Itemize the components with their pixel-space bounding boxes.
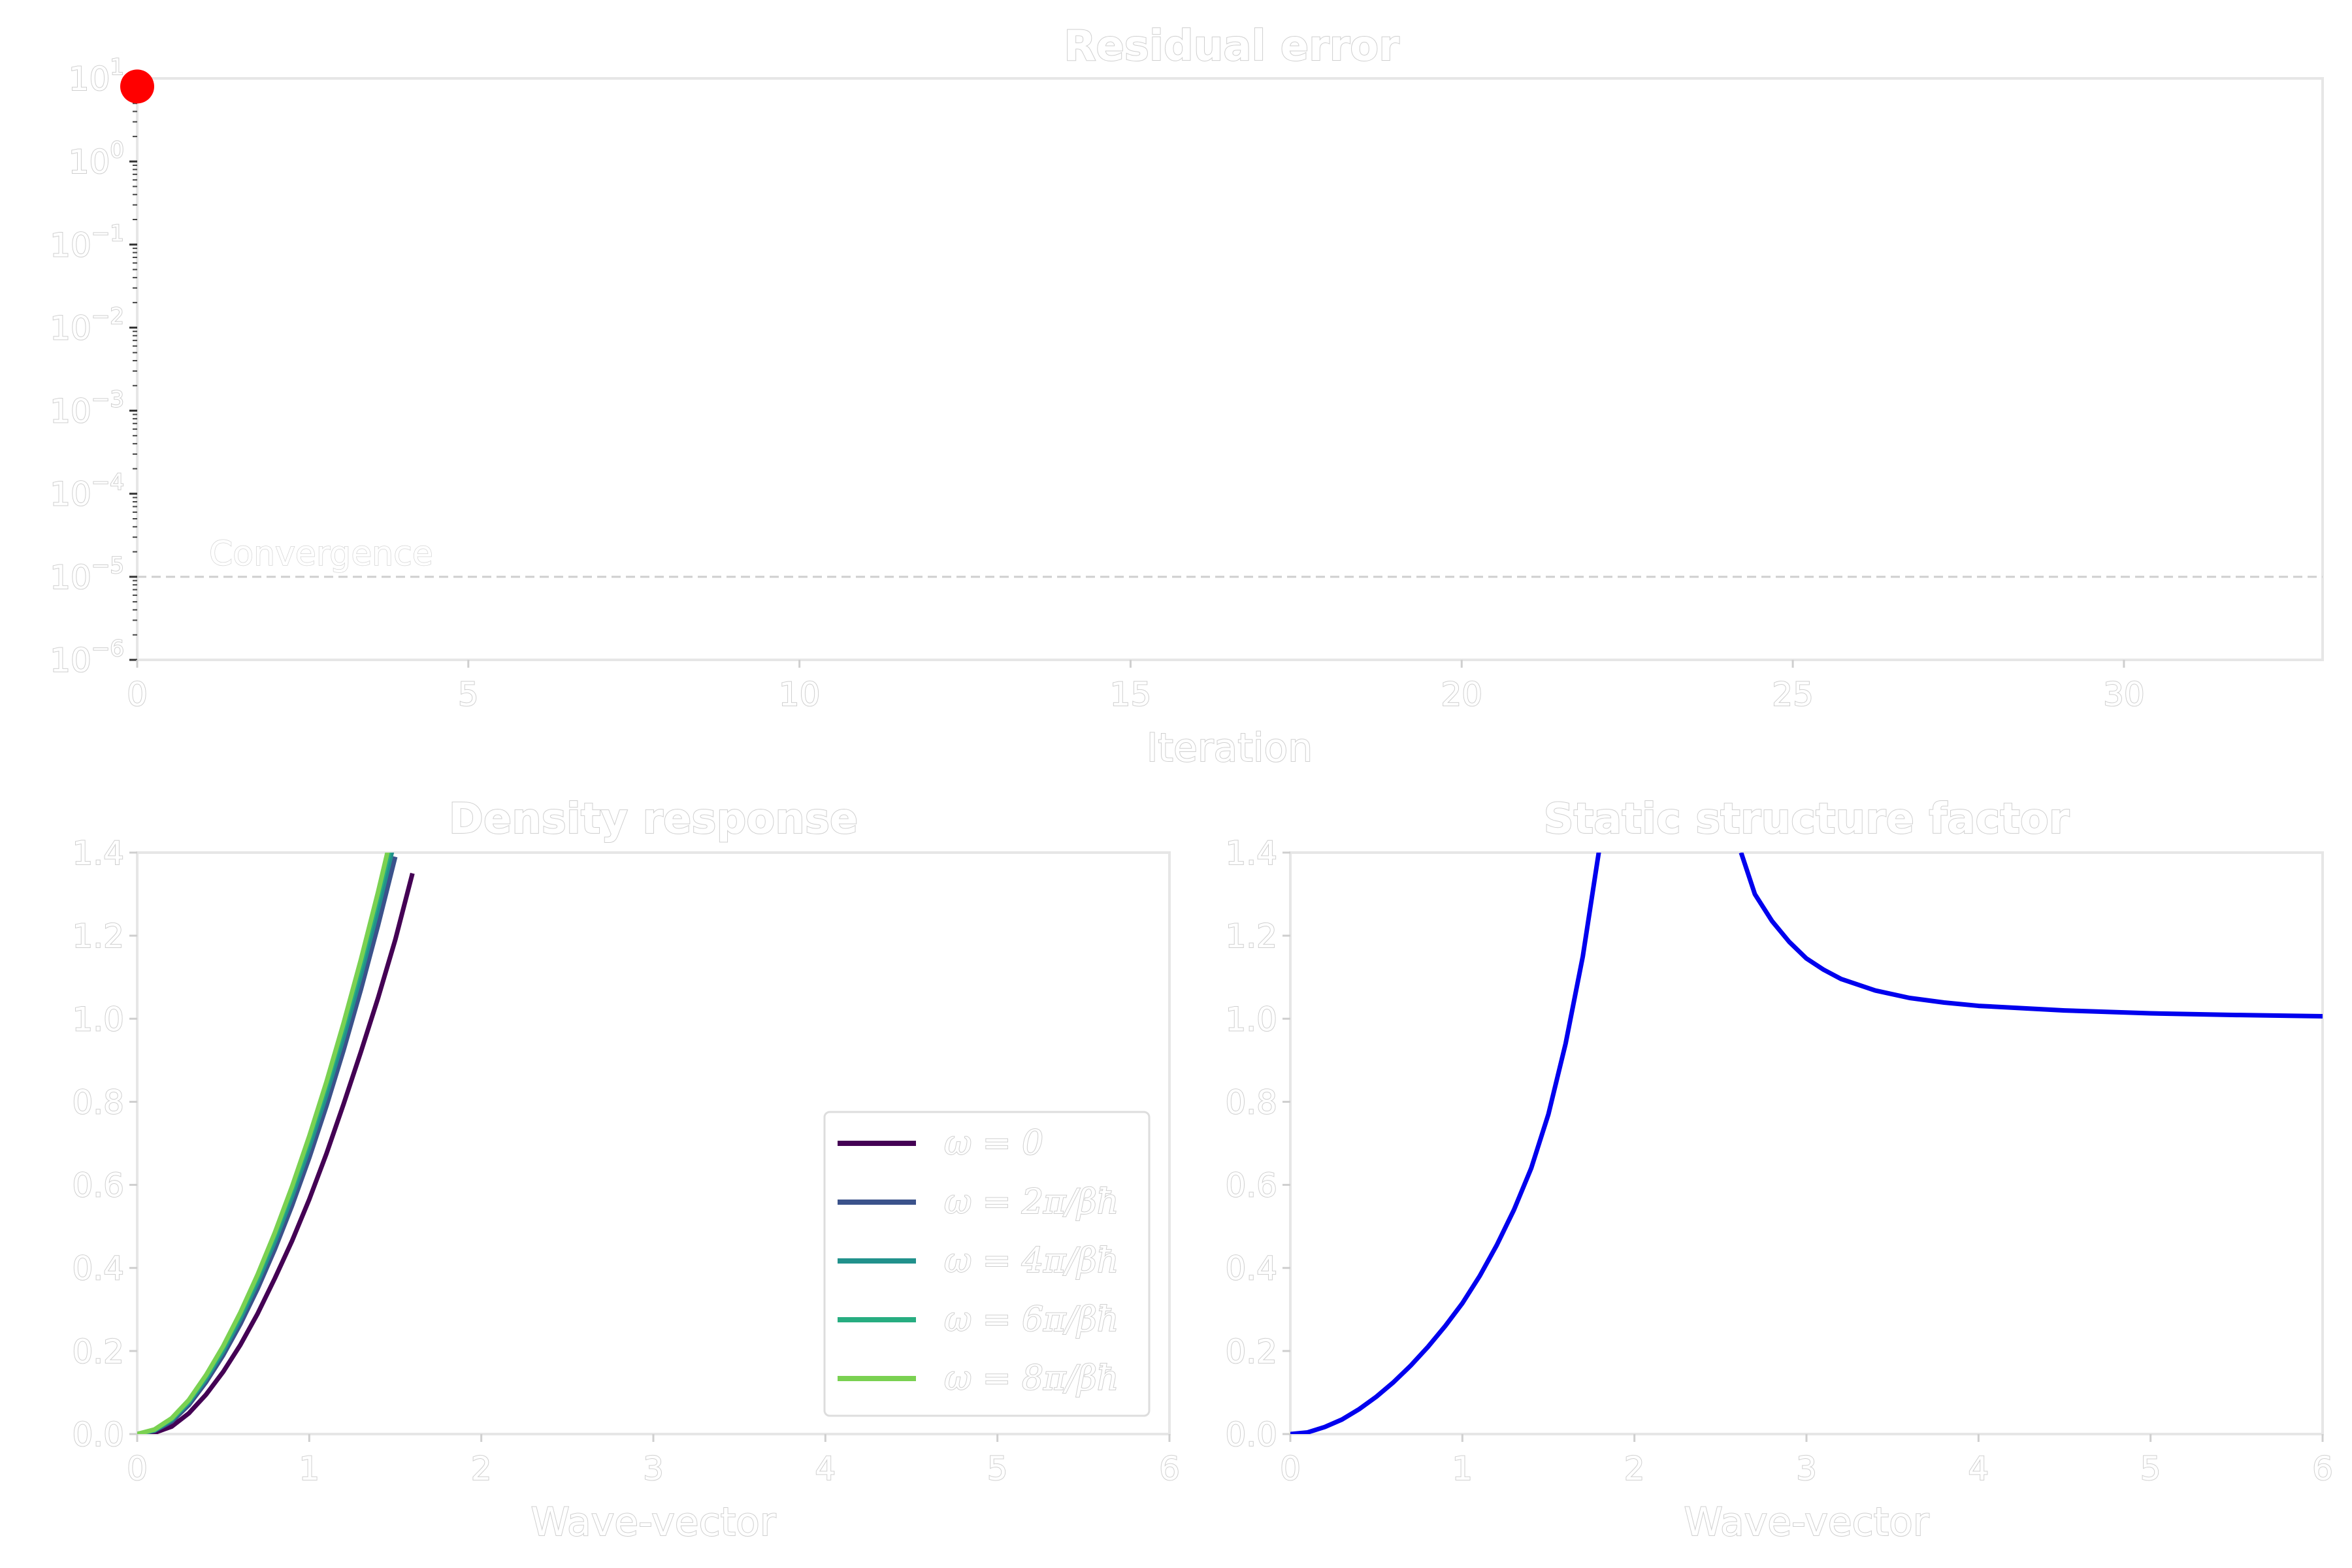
x-tick-label: 1 xyxy=(1452,1450,1473,1488)
x-tick-label: 0 xyxy=(127,1450,148,1488)
legend-label: ω = 6π/βħ xyxy=(944,1300,1119,1339)
y-tick-label: 10−1 xyxy=(50,220,124,264)
x-tick-label: 20 xyxy=(1441,676,1482,713)
residual-point xyxy=(120,69,154,104)
x-tick-label: 2 xyxy=(1624,1450,1645,1488)
y-tick-label: 10−3 xyxy=(50,387,124,431)
y-tick-label: 10−2 xyxy=(50,303,124,347)
structure-y-ticks: 0.0 0.2 0.4 0.6 0.8 1.0 1.2 1.4 xyxy=(1224,834,1290,1454)
y-tick-label: 0.0 xyxy=(1225,1416,1277,1454)
y-tick-exponent: −3 xyxy=(91,387,124,413)
structure-series-line xyxy=(1739,853,2323,1019)
density-lines xyxy=(137,853,415,1434)
y-tick-base: 10 xyxy=(50,476,91,514)
x-tick-label: 0 xyxy=(127,676,148,713)
y-tick-label: 10−4 xyxy=(50,470,124,514)
y-tick-label: 1.0 xyxy=(1225,1000,1277,1038)
y-tick-label: 0.4 xyxy=(72,1250,124,1288)
residual-points xyxy=(120,69,154,104)
structure-factor-panel: Static structure factor 0.0 0.2 0.4 0.6 0.8 1… xyxy=(1224,794,2334,1546)
legend-entries: ω = 0 ω = 2π/βħ ω = 4π/βħ ω = 6π/βħ ω = 8π/β… xyxy=(838,1123,1119,1399)
y-tick-exponent: −4 xyxy=(91,470,124,496)
legend-box xyxy=(823,1111,1151,1417)
y-tick-base: 10 xyxy=(69,60,110,98)
y-tick-base: 10 xyxy=(50,309,91,347)
y-tick-label: 1.2 xyxy=(72,917,124,955)
x-tick-label: 2 xyxy=(471,1450,492,1488)
y-tick-label: 0.4 xyxy=(1225,1250,1277,1288)
residual-x-label: Iteration xyxy=(1147,725,1313,771)
residual-axes-frame xyxy=(136,77,2324,661)
y-tick-base: 10 xyxy=(50,393,91,431)
density-legend: ω = 0 ω = 2π/βħ ω = 4π/βħ ω = 6π/βħ ω = 8π/β… xyxy=(823,1111,1151,1417)
residual-error-panel: Residual error 10110010−110−210−310−410−… xyxy=(49,22,2324,772)
y-tick-base: 10 xyxy=(50,226,91,264)
residual-x-ticks: 0 5 10 15 20 25 30 xyxy=(126,660,2146,714)
density-x-ticks: 0 1 2 3 4 5 6 xyxy=(126,1434,1181,1488)
y-tick-label: 10−5 xyxy=(50,553,124,596)
x-tick-label: 5 xyxy=(458,676,479,713)
y-tick-base: 10 xyxy=(50,642,91,679)
density-series-line xyxy=(137,856,398,1434)
y-tick-label: 0.2 xyxy=(72,1333,124,1371)
y-tick-exponent: −2 xyxy=(91,303,124,329)
legend-label: ω = 4π/βħ xyxy=(944,1241,1119,1281)
density-series-line xyxy=(137,872,415,1434)
structure-title: Static structure factor xyxy=(1544,795,2070,843)
density-series-line xyxy=(137,853,395,1434)
y-tick-exponent: −1 xyxy=(91,220,124,246)
y-tick-label: 0.8 xyxy=(1225,1083,1277,1121)
y-tick-label: 0.6 xyxy=(72,1167,124,1205)
density-series-line xyxy=(137,853,392,1434)
legend-label: ω = 0 xyxy=(944,1124,1043,1163)
legend-label: ω = 8π/βħ xyxy=(944,1359,1119,1398)
structure-x-label: Wave-vector xyxy=(1684,1499,1929,1545)
y-tick-label: 0.0 xyxy=(72,1416,124,1454)
x-tick-label: 4 xyxy=(815,1450,836,1488)
y-tick-label: 0.2 xyxy=(1225,1333,1277,1371)
x-tick-label: 0 xyxy=(1280,1450,1301,1488)
x-tick-label: 30 xyxy=(2103,676,2145,713)
structure-series-line xyxy=(1290,853,1601,1434)
y-tick-label: 10−6 xyxy=(50,636,124,679)
density-title: Density response xyxy=(449,795,858,843)
density-series-line xyxy=(137,853,390,1434)
y-tick-label: 1.4 xyxy=(72,834,124,872)
x-tick-label: 5 xyxy=(2140,1450,2161,1488)
y-tick-exponent: 0 xyxy=(110,137,124,163)
y-tick-base: 10 xyxy=(50,559,91,596)
density-response-panel: Density response 0.0 0.2 0.4 0.6 0.8 1.0 1.2 1.… xyxy=(71,794,1181,1546)
y-tick-label: 100 xyxy=(69,137,124,181)
density-x-label: Wave-vector xyxy=(531,1499,776,1545)
x-tick-label: 15 xyxy=(1110,676,1152,713)
y-tick-label: 1.4 xyxy=(1225,834,1277,872)
y-tick-label: 1.0 xyxy=(72,1000,124,1038)
structure-x-ticks: 0 1 2 3 4 5 6 xyxy=(1279,1434,2334,1488)
structure-axes-frame xyxy=(1289,851,2324,1435)
x-tick-label: 6 xyxy=(1159,1450,1180,1488)
convergence-label: Convergence xyxy=(209,534,433,574)
y-tick-label: 1.2 xyxy=(1225,917,1277,955)
x-tick-label: 3 xyxy=(1796,1450,1817,1488)
x-tick-label: 25 xyxy=(1772,676,1814,713)
x-tick-label: 5 xyxy=(987,1450,1008,1488)
y-tick-label: 0.8 xyxy=(72,1083,124,1121)
y-tick-label: 0.6 xyxy=(1225,1167,1277,1205)
residual-title: Residual error xyxy=(1064,22,1399,71)
x-tick-label: 4 xyxy=(1968,1450,1989,1488)
legend-label: ω = 2π/βħ xyxy=(944,1183,1119,1222)
y-tick-base: 10 xyxy=(69,143,110,181)
x-tick-label: 3 xyxy=(643,1450,664,1488)
y-tick-exponent: 1 xyxy=(110,54,124,80)
y-tick-exponent: −5 xyxy=(91,553,124,579)
x-tick-label: 6 xyxy=(2312,1450,2333,1488)
structure-lines xyxy=(1290,853,2323,1434)
y-tick-exponent: −6 xyxy=(91,636,124,662)
density-y-ticks: 0.0 0.2 0.4 0.6 0.8 1.0 1.2 1.4 xyxy=(71,834,137,1454)
x-tick-label: 10 xyxy=(779,676,821,713)
y-tick-label: 101 xyxy=(69,54,124,98)
x-tick-label: 1 xyxy=(299,1450,319,1488)
